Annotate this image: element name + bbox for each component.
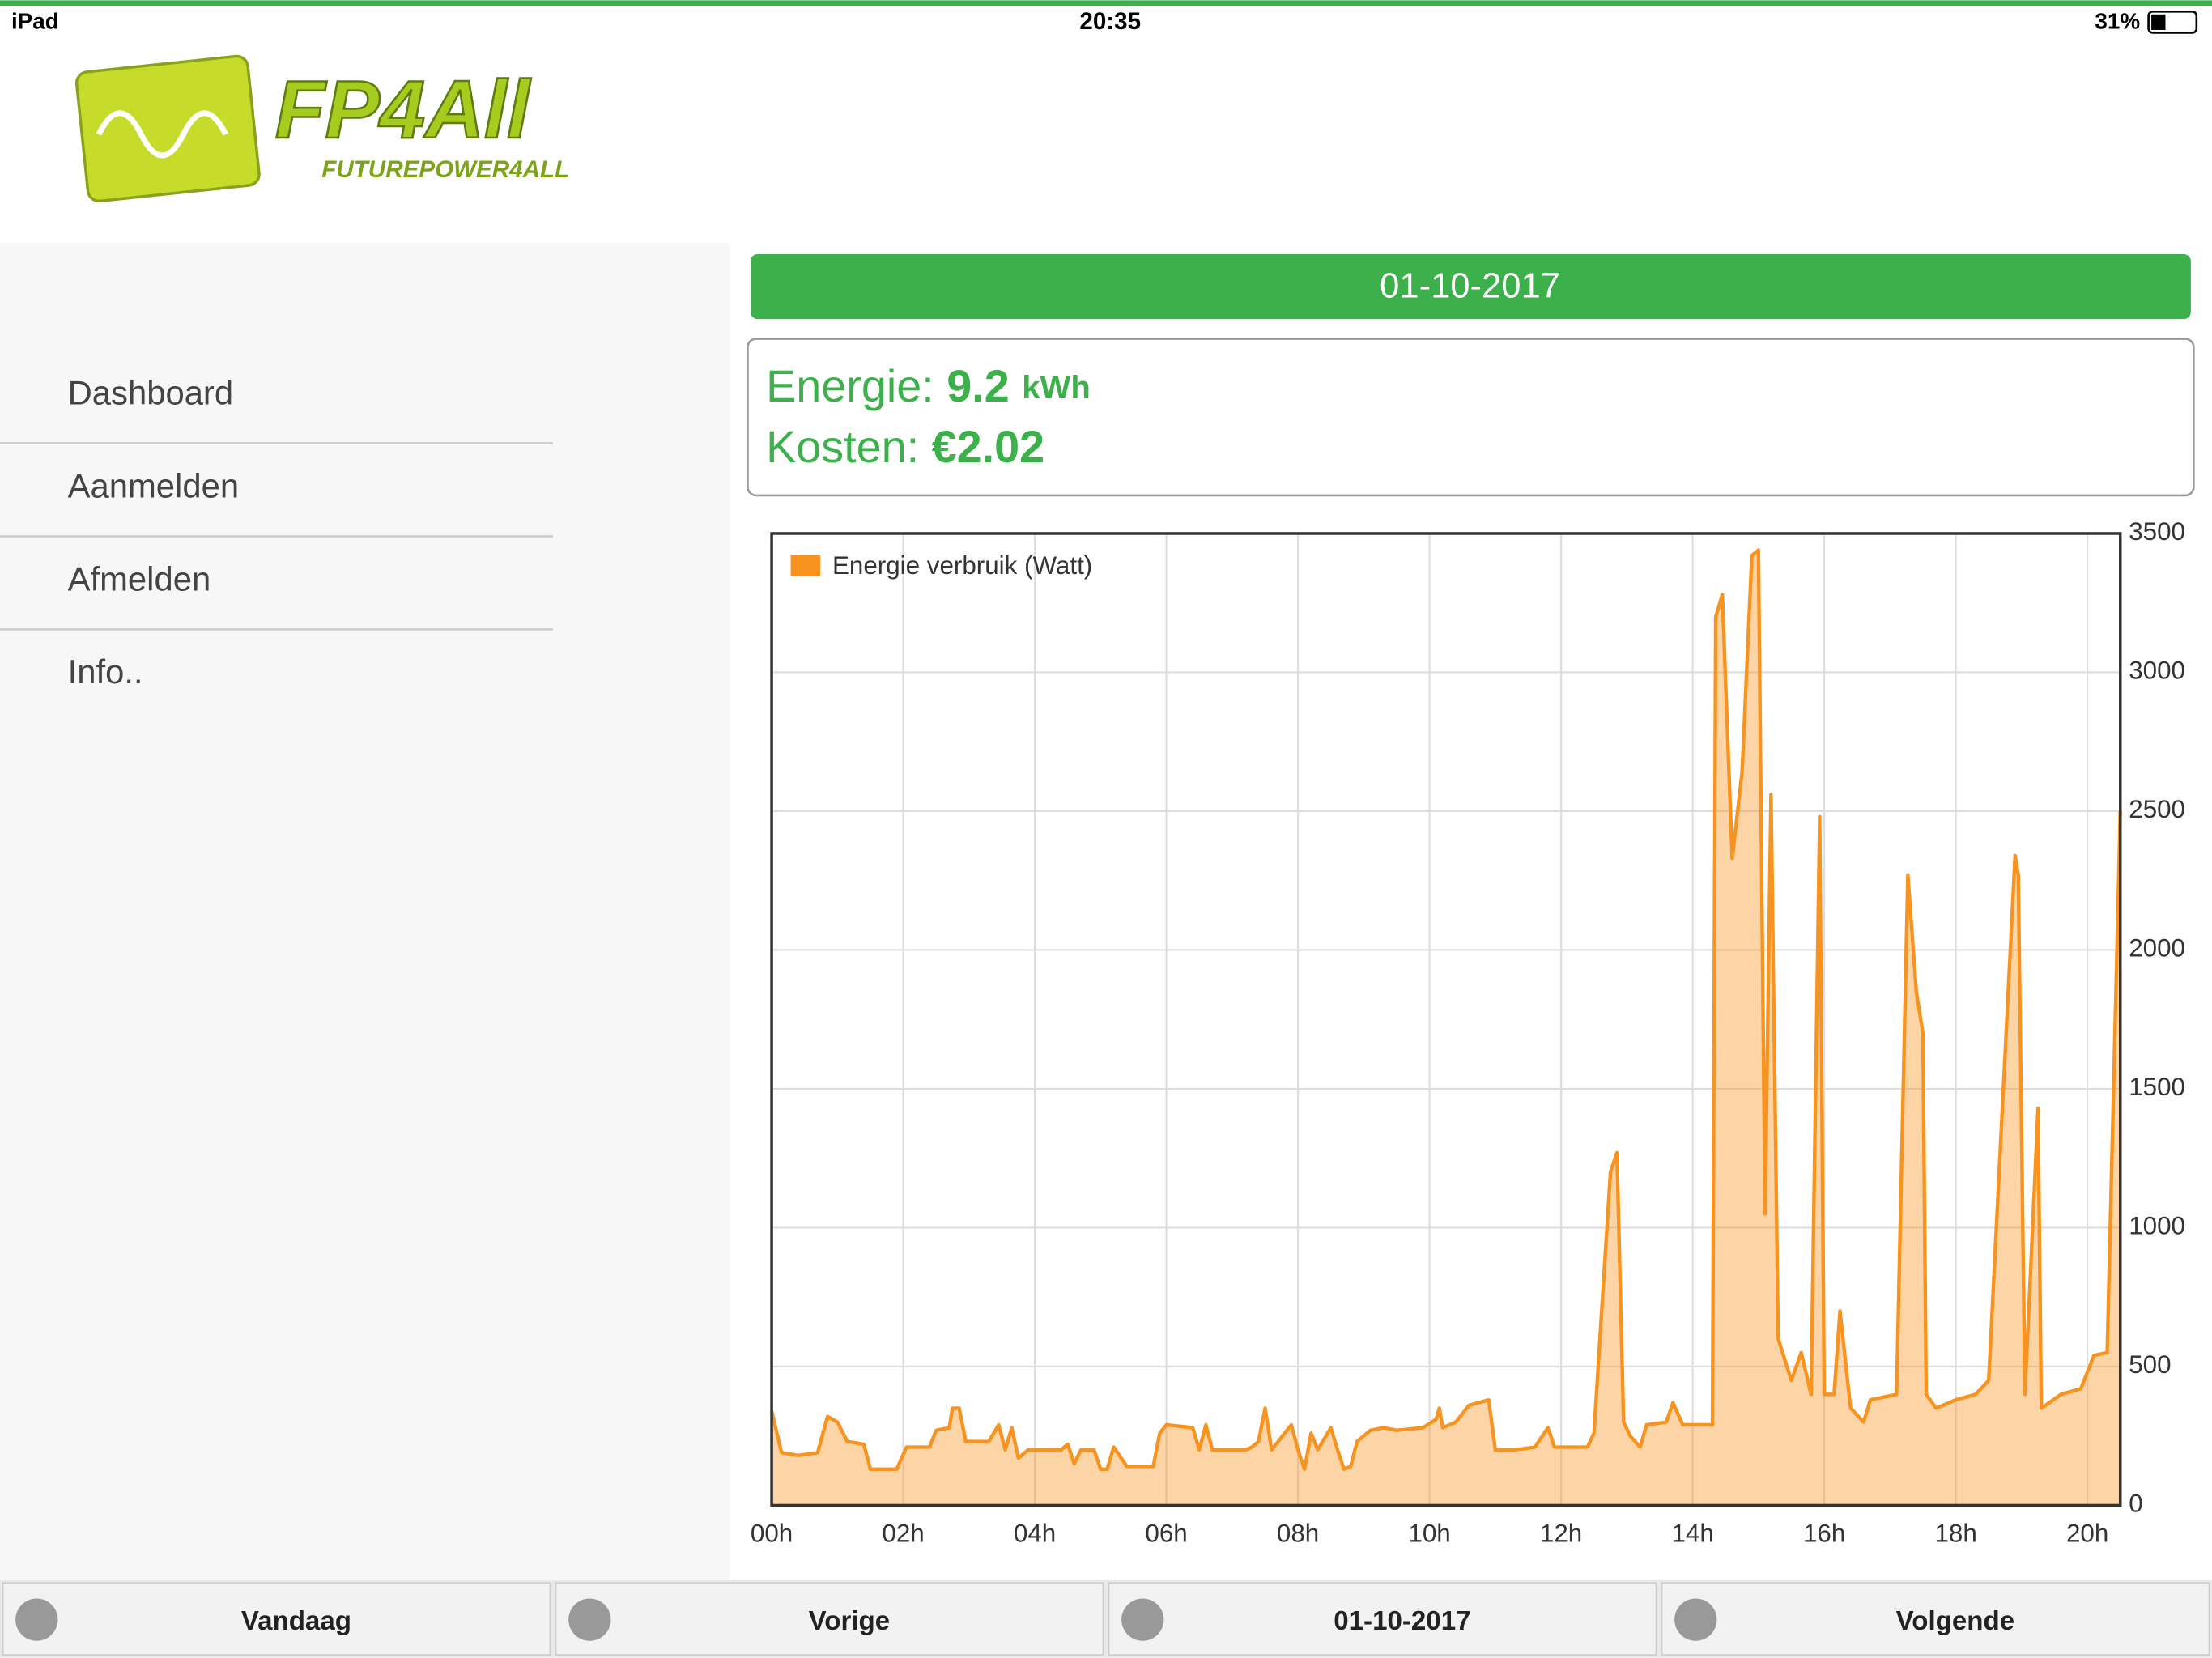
- x-tick-label: 02h: [882, 1519, 924, 1547]
- energy-label: Energie:: [766, 361, 934, 411]
- y-tick-label: 0: [2129, 1490, 2142, 1518]
- x-tick-label: 16h: [1803, 1519, 1845, 1547]
- x-tick-label: 00h: [751, 1519, 793, 1547]
- toolbar-label[interactable]: Vorige: [809, 1606, 891, 1636]
- date-banner-text: 01-10-2017: [1380, 266, 1560, 305]
- line: [769, 548, 2122, 1472]
- toolbar-label[interactable]: Vandaag: [241, 1606, 351, 1636]
- logo-tagline: FUTUREPOWER4ALL: [321, 156, 569, 183]
- date-banner: [750, 253, 2191, 320]
- plot-border: [770, 532, 2122, 1507]
- x-tick-label: 14h: [1671, 1519, 1713, 1547]
- summary-box: [747, 338, 2195, 497]
- logo: FP4All FUTUREPOWER4ALL: [74, 54, 569, 203]
- legend-label: Energie verbruik (Watt): [832, 551, 1092, 580]
- toolbar-icon: [568, 1598, 611, 1641]
- toolbar-icon: [15, 1598, 58, 1641]
- area: [772, 550, 2121, 1506]
- menu-item[interactable]: Info..: [68, 653, 143, 691]
- y-tick-label: 2500: [2129, 795, 2185, 823]
- energy-value: 9.2: [946, 361, 1010, 411]
- cost-value: €2.02: [932, 422, 1045, 472]
- plot-area: [772, 533, 2121, 1506]
- y-tick-label: 3000: [2129, 657, 2185, 685]
- menu-item[interactable]: Dashboard: [68, 373, 233, 411]
- toolbar-button[interactable]: [1661, 1582, 2210, 1656]
- x-tick-label: 08h: [1277, 1519, 1319, 1547]
- logo-card: [74, 54, 261, 203]
- x-tick-label: 04h: [1014, 1519, 1056, 1547]
- toolbar-label[interactable]: 01-10-2017: [1334, 1606, 1470, 1636]
- y-tick-label: 1500: [2129, 1073, 2185, 1101]
- legend-swatch: [789, 554, 822, 578]
- toolbar-icon: [1121, 1598, 1164, 1641]
- logo-wave: [96, 110, 228, 159]
- toolbar-button[interactable]: [2, 1582, 551, 1656]
- x-tick-label: 18h: [1934, 1519, 1976, 1547]
- toolbar-label[interactable]: Volgende: [1896, 1606, 2014, 1636]
- y-tick-label: 3500: [2129, 517, 2185, 546]
- cost-label: Kosten:: [766, 422, 919, 472]
- y-tick-label: 1000: [2129, 1212, 2185, 1240]
- top-bar: [0, 0, 2212, 6]
- battery-level: [2151, 14, 2166, 30]
- x-tick-label: 10h: [1408, 1519, 1450, 1547]
- menu-item[interactable]: Afmelden: [68, 559, 211, 597]
- toolbar-button[interactable]: [555, 1582, 1104, 1656]
- y-tick-label: 2000: [2129, 934, 2185, 963]
- x-tick-label: 12h: [1540, 1519, 1582, 1547]
- cost-line: Kosten: €2.02: [766, 422, 1044, 472]
- battery-icon: [2147, 11, 2198, 34]
- battery-text: 31%: [2095, 9, 2140, 34]
- clock: 20:35: [1079, 8, 1141, 35]
- sidebar: [0, 243, 730, 1580]
- x-tick-label: 20h: [2066, 1519, 2108, 1547]
- energy-line: Energie: 9.2 kWh: [766, 361, 1091, 411]
- toolbar-icon: [1674, 1598, 1717, 1641]
- device: iPad: [11, 9, 59, 34]
- energy-unit: kWh: [1022, 370, 1091, 406]
- toolbar-button[interactable]: [1108, 1582, 1657, 1656]
- y-tick-label: 500: [2129, 1350, 2171, 1379]
- logo-mark: FP4All: [275, 65, 531, 155]
- x-tick-label: 06h: [1145, 1519, 1187, 1547]
- menu-item[interactable]: Aanmelden: [68, 466, 239, 504]
